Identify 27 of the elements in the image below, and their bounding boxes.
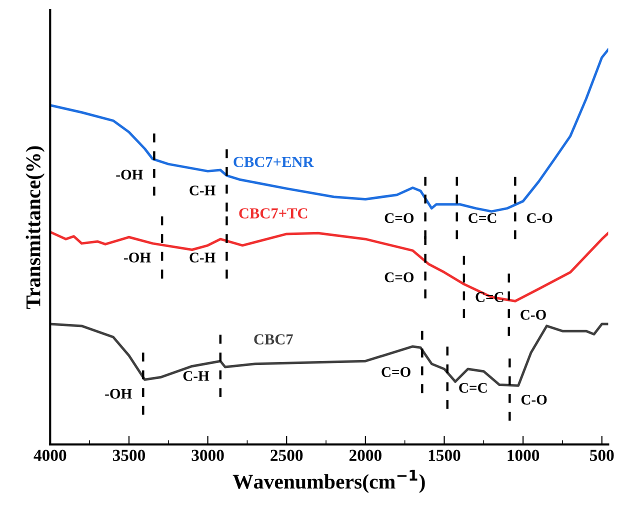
annotation: C-O (521, 394, 547, 405)
annotation: C-H (190, 252, 216, 262)
series-label: CBC7 (254, 334, 293, 345)
series-label: CBC7+ENR (234, 156, 314, 168)
annotation: C=O (384, 213, 414, 224)
x-tick-label: 2000 (349, 450, 382, 461)
annotation: C-O (520, 310, 546, 320)
annotation: -OH (105, 388, 132, 399)
x-tick-label: 500 (590, 450, 614, 461)
x-tick-label: 3500 (112, 450, 146, 461)
annotation: C-O (526, 213, 552, 224)
x-axis-title: Wavenumbers(cm$^{−1}$) (232, 470, 425, 493)
annotation: C-H (183, 371, 210, 381)
annotation: C=O (384, 272, 414, 282)
x-tick-label: 2500 (270, 450, 303, 461)
annotation: C=C (468, 213, 496, 224)
annotation: -OH (116, 170, 143, 180)
y-axis-title: Transmittance(%) (26, 146, 45, 309)
x-tick-label: 1000 (508, 450, 540, 461)
x-tick-label: 1500 (428, 450, 460, 461)
annotation: C=C (459, 382, 487, 393)
annotation: C-H (190, 186, 216, 196)
series-label: CBC7+TC (239, 208, 308, 218)
x-tick-label: 3000 (192, 450, 224, 461)
annotation: -OH (124, 252, 151, 262)
x-tick-label: 4000 (34, 450, 66, 461)
annotation: C=O (382, 367, 410, 377)
